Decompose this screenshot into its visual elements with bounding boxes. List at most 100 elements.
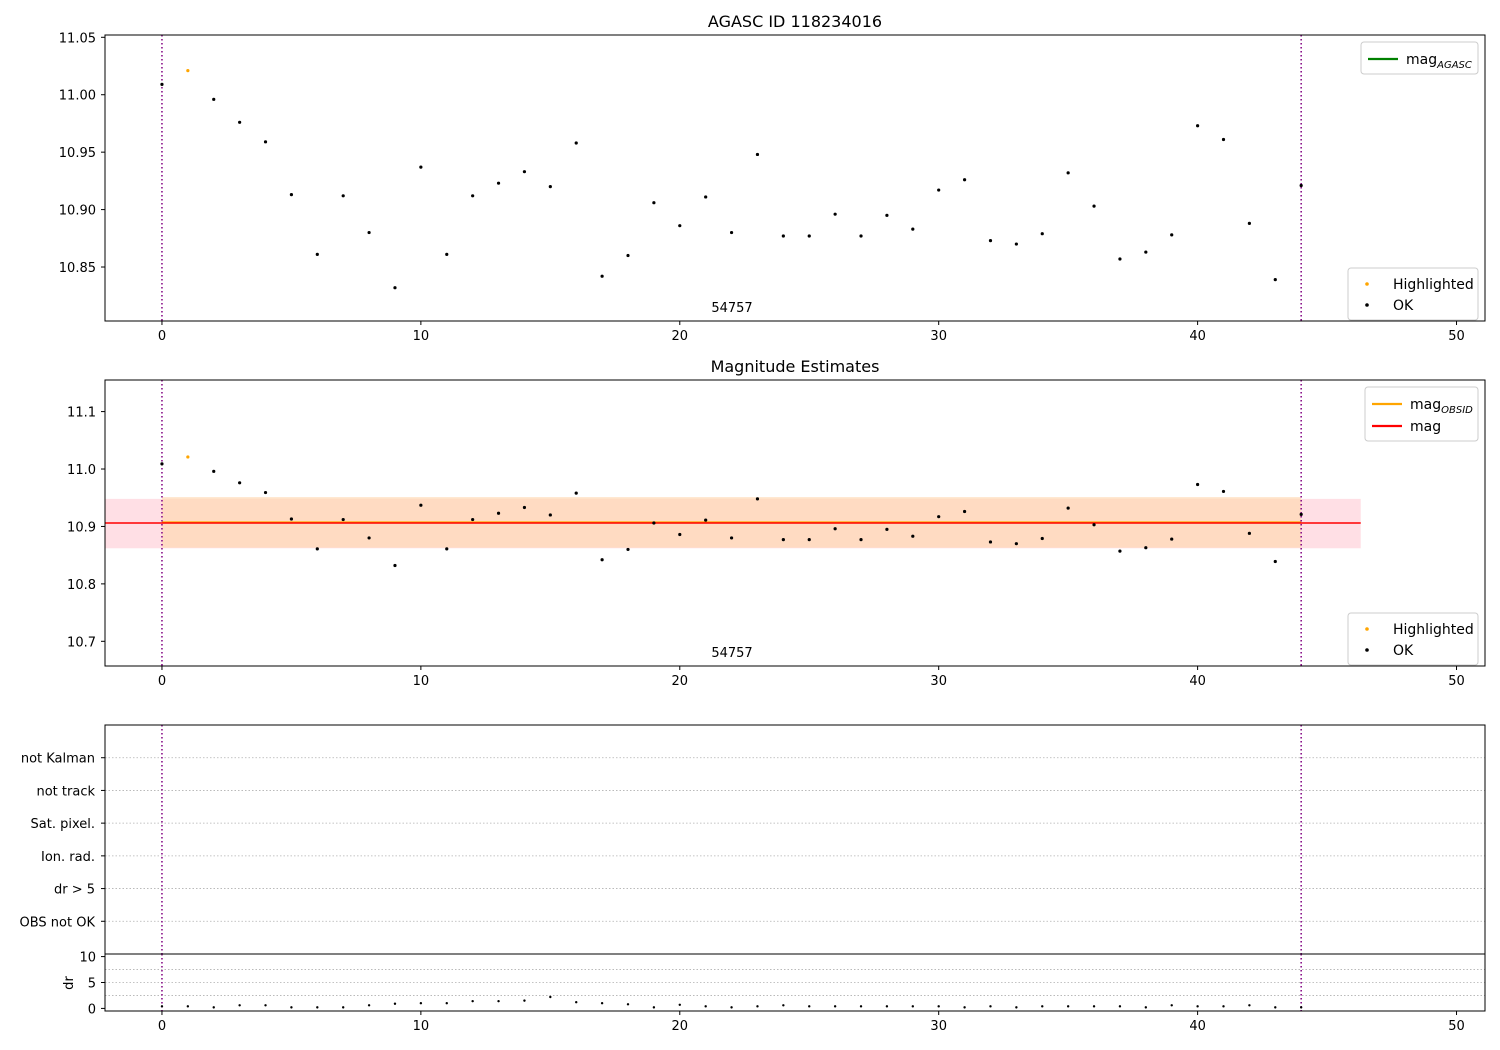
magnitude-point-ok [548,513,552,517]
agasc-x-tick-label: 10 [413,329,430,344]
magnitude-point-ok [781,538,785,542]
magnitude-point-ok [1170,537,1174,541]
agasc-point-ok [238,120,242,124]
agasc-point-ok [574,141,578,145]
dr-point [678,1003,681,1006]
dr-point [1274,1006,1277,1009]
magnitude-point-ok [1144,546,1148,550]
dr-point [1248,1004,1251,1007]
dr-point [782,1004,785,1007]
magnitude-point-highlighted [186,455,190,459]
agasc-point-legend-marker [1365,282,1369,286]
agasc-point-ok [781,234,785,238]
agasc-x-tick-label: 40 [1189,329,1206,344]
magnitude-point-ok [1247,531,1251,535]
agasc-point-ok [160,82,164,86]
magnitude-line-legend-label: mag [1410,419,1441,435]
dr-point [756,1005,759,1008]
magnitude-point-legend-label: Highlighted [1393,622,1474,638]
agasc-point-ok [962,178,967,182]
magnitude-point-ok [419,503,423,507]
magnitude-point-ok [652,521,656,525]
agasc-point-ok [289,193,294,197]
dr-point [963,1006,966,1009]
agasc-point-ok [212,97,216,101]
magnitude-y-tick-label: 10.7 [67,635,96,650]
dr-point [497,999,500,1003]
flags-panel: OBS not OK dr > 5 Ion. rad. Sat. pixel. not … [20,724,1486,955]
dr-y-tick-label: 10 [79,951,96,966]
dr-point [419,1002,423,1005]
magnitude-point-ok [341,517,345,522]
dr-point [238,1004,241,1007]
agasc-point-ok [859,234,863,238]
magnitude-x-tick-label: 30 [930,674,947,689]
agasc-x-tick-label: 20 [672,329,689,344]
agasc-x-tick-label: 0 [158,329,166,344]
dr-point [1170,1004,1173,1007]
magnitude-y-tick-label: 11.1 [67,406,96,421]
dr-x-tick-label: 50 [1448,1019,1465,1034]
dr-x-tick-label: 10 [413,1019,430,1034]
agasc-point-ok [1118,257,1122,261]
magnitude-point-ok [522,505,527,510]
agasc-point-ok [1144,250,1148,254]
dr-point [445,1002,448,1005]
agasc-y-tick-label: 10.90 [59,204,96,219]
agasc-point-ok [445,252,449,256]
agasc-point-legend-box [1347,267,1479,321]
magnitude-point-ok [1118,549,1122,553]
dr-point [1118,1005,1122,1008]
magnitude-point-ok [496,511,501,515]
dr-point [523,999,526,1002]
magnitude-point-legend-label: OK [1393,643,1414,659]
magnitude-panel-title: Magnitude Estimates [711,357,880,376]
dr-point [704,1005,707,1008]
agasc-point-ok [471,194,475,198]
magnitude-point-ok [1014,542,1018,546]
agasc-panel: AGASC ID 118234016 0 10 20 30 40 50 10.85 10.90… [59,12,1486,344]
agasc-point-ok [419,165,423,169]
dr-point [316,1006,319,1009]
agasc-point-ok [1170,233,1174,237]
magnitude-point-ok [678,532,682,537]
magnitude-point-ok [212,469,216,473]
dr-point [600,1002,604,1005]
magnitude-point-ok [729,536,734,540]
agasc-panel-frame [104,34,1486,322]
magnitude-panel: Magnitude Estimates 0 10 20 30 40 50 10.7 10.8 1… [67,357,1486,689]
flags-panel-frame [104,724,1486,955]
magnitude-point-ok [367,536,371,540]
magnitude-point-ok [1092,523,1096,527]
agasc-point-ok [1247,221,1251,225]
magnitude-point-ok [600,558,604,562]
magnitude-y-tick-label: 10.8 [67,578,96,593]
magnitude-y-tick-label: 11.0 [67,463,96,478]
agasc-point-ok [263,140,268,144]
agasc-point-ok [1299,183,1303,188]
agasc-point-legend-label: Highlighted [1393,277,1474,293]
agasc-point-ok [1066,171,1070,175]
flag-category-label: OBS not OK [20,915,96,930]
magnitude-point-ok [988,540,993,544]
magnitude-point-ok [393,563,397,568]
dr-point [1196,1005,1199,1008]
magnitude-x-tick-label: 10 [413,674,430,689]
agasc-point-ok [704,195,708,199]
magnitude-point-ok [937,515,941,519]
dr-point [264,1004,267,1007]
dr-point [471,999,474,1003]
dr-point [1066,1005,1070,1008]
magnitude-point-ok [755,497,760,501]
dr-x-tick-label: 0 [158,1019,166,1034]
agasc-line-legend-box [1360,41,1479,75]
magnitude-point-ok [833,527,837,531]
agasc-point-highlighted [186,69,190,73]
magnitude-point-ok [1196,482,1200,487]
magnitude-point-ok [238,481,242,485]
agasc-point-ok [1040,232,1044,236]
agasc-point-ok [755,152,760,157]
agasc-point-ok [833,212,837,216]
flag-category-label: dr > 5 [54,883,95,898]
agasc-y-tick-label: 11.00 [59,89,96,104]
